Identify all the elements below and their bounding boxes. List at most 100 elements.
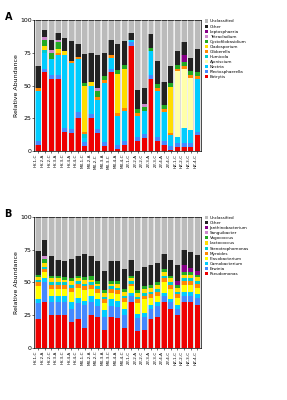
- Bar: [195, 277, 200, 281]
- Bar: [122, 309, 127, 315]
- Bar: [75, 288, 81, 298]
- Bar: [108, 56, 114, 58]
- Bar: [108, 306, 114, 316]
- Bar: [168, 300, 173, 302]
- Bar: [181, 281, 187, 285]
- Bar: [168, 66, 173, 83]
- Bar: [82, 142, 87, 146]
- Bar: [35, 280, 41, 282]
- Bar: [122, 68, 127, 108]
- Bar: [69, 322, 74, 348]
- Bar: [95, 306, 100, 316]
- Bar: [75, 319, 81, 348]
- Bar: [35, 282, 41, 286]
- Bar: [195, 132, 200, 136]
- Bar: [155, 88, 160, 91]
- Bar: [49, 302, 54, 315]
- Bar: [195, 294, 200, 298]
- Bar: [108, 72, 114, 151]
- Bar: [175, 20, 180, 52]
- Bar: [49, 278, 54, 282]
- Bar: [188, 71, 193, 75]
- Bar: [82, 54, 87, 83]
- Bar: [195, 72, 200, 76]
- Bar: [49, 282, 54, 285]
- Text: A: A: [5, 12, 12, 22]
- Bar: [155, 292, 160, 296]
- Bar: [42, 20, 47, 30]
- Bar: [122, 292, 127, 296]
- Bar: [42, 40, 47, 46]
- Bar: [168, 146, 173, 150]
- Bar: [49, 276, 54, 278]
- Bar: [95, 300, 100, 306]
- Bar: [55, 56, 61, 75]
- Bar: [128, 33, 133, 40]
- Bar: [168, 150, 173, 151]
- Bar: [188, 143, 193, 147]
- Bar: [148, 48, 154, 52]
- Bar: [115, 281, 120, 284]
- Bar: [75, 59, 81, 112]
- Bar: [175, 305, 180, 309]
- Bar: [135, 297, 140, 300]
- Bar: [168, 133, 173, 136]
- Bar: [175, 143, 180, 147]
- Bar: [62, 132, 67, 151]
- Bar: [148, 217, 154, 265]
- Bar: [181, 265, 187, 272]
- Bar: [141, 134, 147, 138]
- Bar: [115, 217, 120, 262]
- Bar: [49, 50, 54, 53]
- Bar: [55, 276, 61, 278]
- Bar: [162, 269, 167, 272]
- Bar: [155, 285, 160, 289]
- Bar: [62, 217, 67, 262]
- Bar: [181, 143, 187, 147]
- Bar: [155, 137, 160, 141]
- Bar: [62, 289, 67, 296]
- Bar: [155, 296, 160, 302]
- Bar: [148, 52, 154, 75]
- Bar: [181, 272, 187, 274]
- Bar: [88, 276, 94, 280]
- Bar: [135, 303, 140, 314]
- Bar: [128, 260, 133, 276]
- Bar: [108, 286, 114, 289]
- Bar: [55, 79, 61, 151]
- Bar: [188, 217, 193, 252]
- Bar: [128, 276, 133, 278]
- Bar: [102, 300, 107, 303]
- Bar: [168, 282, 173, 285]
- Bar: [195, 217, 200, 255]
- Bar: [188, 272, 193, 274]
- Bar: [115, 262, 120, 281]
- Bar: [62, 56, 67, 128]
- Bar: [49, 256, 54, 276]
- Bar: [49, 289, 54, 296]
- Bar: [181, 296, 187, 302]
- Bar: [62, 262, 67, 277]
- Bar: [108, 281, 114, 284]
- Bar: [88, 285, 94, 289]
- Bar: [162, 145, 167, 151]
- Bar: [49, 285, 54, 289]
- Bar: [168, 87, 173, 133]
- Bar: [175, 137, 180, 143]
- Bar: [168, 285, 173, 289]
- Bar: [195, 298, 200, 305]
- Bar: [88, 114, 94, 118]
- Bar: [42, 256, 47, 259]
- Bar: [55, 315, 61, 348]
- Bar: [82, 138, 87, 142]
- Bar: [188, 285, 193, 292]
- Bar: [135, 109, 140, 113]
- Bar: [35, 145, 41, 151]
- Bar: [69, 259, 74, 278]
- Bar: [35, 277, 41, 280]
- Bar: [42, 240, 47, 256]
- Bar: [55, 282, 61, 285]
- Bar: [108, 289, 114, 293]
- Bar: [115, 70, 120, 74]
- Bar: [148, 305, 154, 309]
